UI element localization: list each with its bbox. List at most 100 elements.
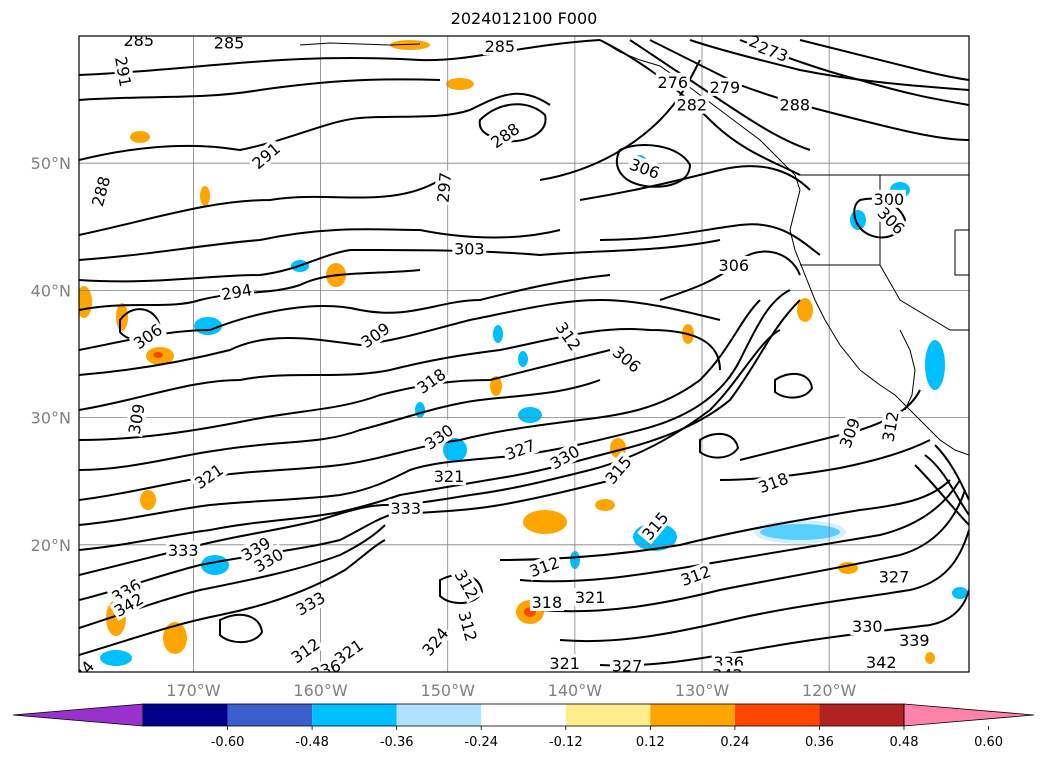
lon-tick-label: 120°W — [802, 681, 857, 700]
contour-line — [519, 479, 961, 583]
colorbar-tick-label: -0.60 — [211, 735, 245, 750]
contour-label-bg — [486, 671, 521, 672]
contour-label-bg — [850, 617, 885, 636]
lon-tick-label: 170°W — [166, 681, 221, 700]
contour-line — [79, 328, 721, 411]
contour-label-bg — [419, 419, 458, 454]
contour-label-bg — [676, 561, 715, 590]
contour-label-bg — [777, 95, 812, 114]
colorbar-segment — [734, 704, 820, 726]
contour-line — [499, 479, 951, 561]
contour-label-bg — [124, 400, 149, 438]
colorbar-tick-label: -0.48 — [295, 735, 329, 750]
contour-label: 297 — [433, 169, 456, 206]
shaded-patch — [518, 407, 542, 423]
contour-line — [79, 329, 781, 576]
contour-label-bg — [751, 668, 786, 672]
contour-label-bg — [864, 652, 899, 671]
contour-label-bg — [674, 95, 709, 114]
shaded-patch — [390, 40, 430, 50]
contour-label: 318 — [529, 593, 564, 612]
contour-line — [79, 78, 441, 101]
contour-label-bg — [249, 543, 288, 577]
contour-label-bg — [236, 532, 275, 565]
colorbar-segment — [565, 704, 651, 726]
contour-label: 321 — [189, 458, 228, 494]
contour-label-text: 318 — [532, 593, 563, 612]
shaded-patch — [490, 376, 502, 396]
contour-label-text: 333 — [390, 499, 421, 518]
contour-line — [799, 39, 969, 81]
contour-line — [79, 179, 441, 236]
colorbar-tick-label: -0.36 — [380, 735, 414, 750]
lon-tick-label: 140°W — [548, 681, 603, 700]
lat-tick-label: 40°N — [31, 281, 71, 300]
contour-label-text: 285 — [485, 37, 516, 56]
lat-tick-labels: 50°N 40°N 30°N 20°N — [31, 154, 71, 555]
contour-label-bg — [109, 588, 148, 621]
contour-label-bg — [166, 540, 201, 559]
contour-label: 285 — [482, 37, 517, 56]
contour-label-bg — [189, 458, 228, 494]
contour-label-bg — [87, 172, 114, 210]
contour-line — [579, 165, 811, 201]
contour-label-bg — [128, 319, 167, 354]
contour-label: 342 — [864, 652, 899, 672]
contour-label-bg — [878, 408, 902, 445]
contour-label-bg — [431, 467, 466, 486]
contour-label-text: 297 — [434, 171, 456, 203]
coastline — [954, 229, 969, 276]
contour-line — [79, 289, 791, 526]
contour-label-text: 276 — [657, 73, 688, 92]
contour-line — [79, 228, 561, 261]
lon-tick-label: 130°W — [675, 681, 730, 700]
contour-label-bg — [417, 622, 453, 661]
contour-label: 288 — [777, 95, 812, 115]
contour-line — [924, 454, 969, 516]
contour-line — [79, 349, 611, 441]
contour-label: 327 — [609, 656, 644, 676]
contour-label-bg — [121, 36, 156, 49]
contour-label-bg — [525, 552, 564, 581]
shaded-patch — [443, 438, 467, 462]
shaded-patch — [100, 650, 132, 666]
contour-label-bg — [247, 137, 285, 174]
contour-label-bg — [573, 587, 608, 606]
lon-tick-label: 150°W — [421, 681, 476, 700]
colorbar-tick-label: 0.48 — [890, 735, 919, 750]
colorbar-extend-low — [12, 703, 144, 727]
contour-label-text: 282 — [677, 96, 708, 115]
contour-label: 306 — [716, 255, 751, 275]
contour-label: 339 — [751, 668, 786, 672]
contour-line — [79, 39, 601, 76]
shaded-patch — [797, 298, 813, 322]
contour-line — [615, 144, 692, 188]
lat-tick-label: 30°N — [31, 409, 71, 428]
contour-label-bg — [79, 655, 99, 672]
contour-label: 276 — [655, 72, 690, 92]
contour-label: 285 — [121, 36, 156, 50]
contour-line — [79, 239, 721, 283]
contour-line — [599, 39, 801, 176]
contour-label-bg — [608, 341, 646, 377]
contour-label-bg — [482, 37, 517, 56]
contour-label-bg — [106, 574, 146, 607]
contour-label-text: 321 — [549, 654, 580, 673]
contour-label-bg — [625, 154, 664, 183]
lon-tick-label: 160°W — [293, 681, 348, 700]
colorbar-segment — [819, 704, 904, 726]
shaded-patch — [163, 622, 187, 654]
contour-label: 321 — [547, 654, 582, 673]
contour-label: 333 — [388, 498, 423, 518]
shaded-patch — [153, 352, 163, 358]
contour-line — [914, 464, 969, 526]
contour-label: 300 — [871, 189, 906, 209]
contour-label-bg — [485, 118, 525, 153]
contour-label-bg — [835, 413, 864, 452]
contour-line — [79, 379, 601, 471]
contour-label-text: 327 — [612, 657, 643, 676]
shaded-patch — [130, 131, 150, 143]
shaded-patch — [415, 402, 425, 418]
shaded-patch — [523, 510, 567, 534]
